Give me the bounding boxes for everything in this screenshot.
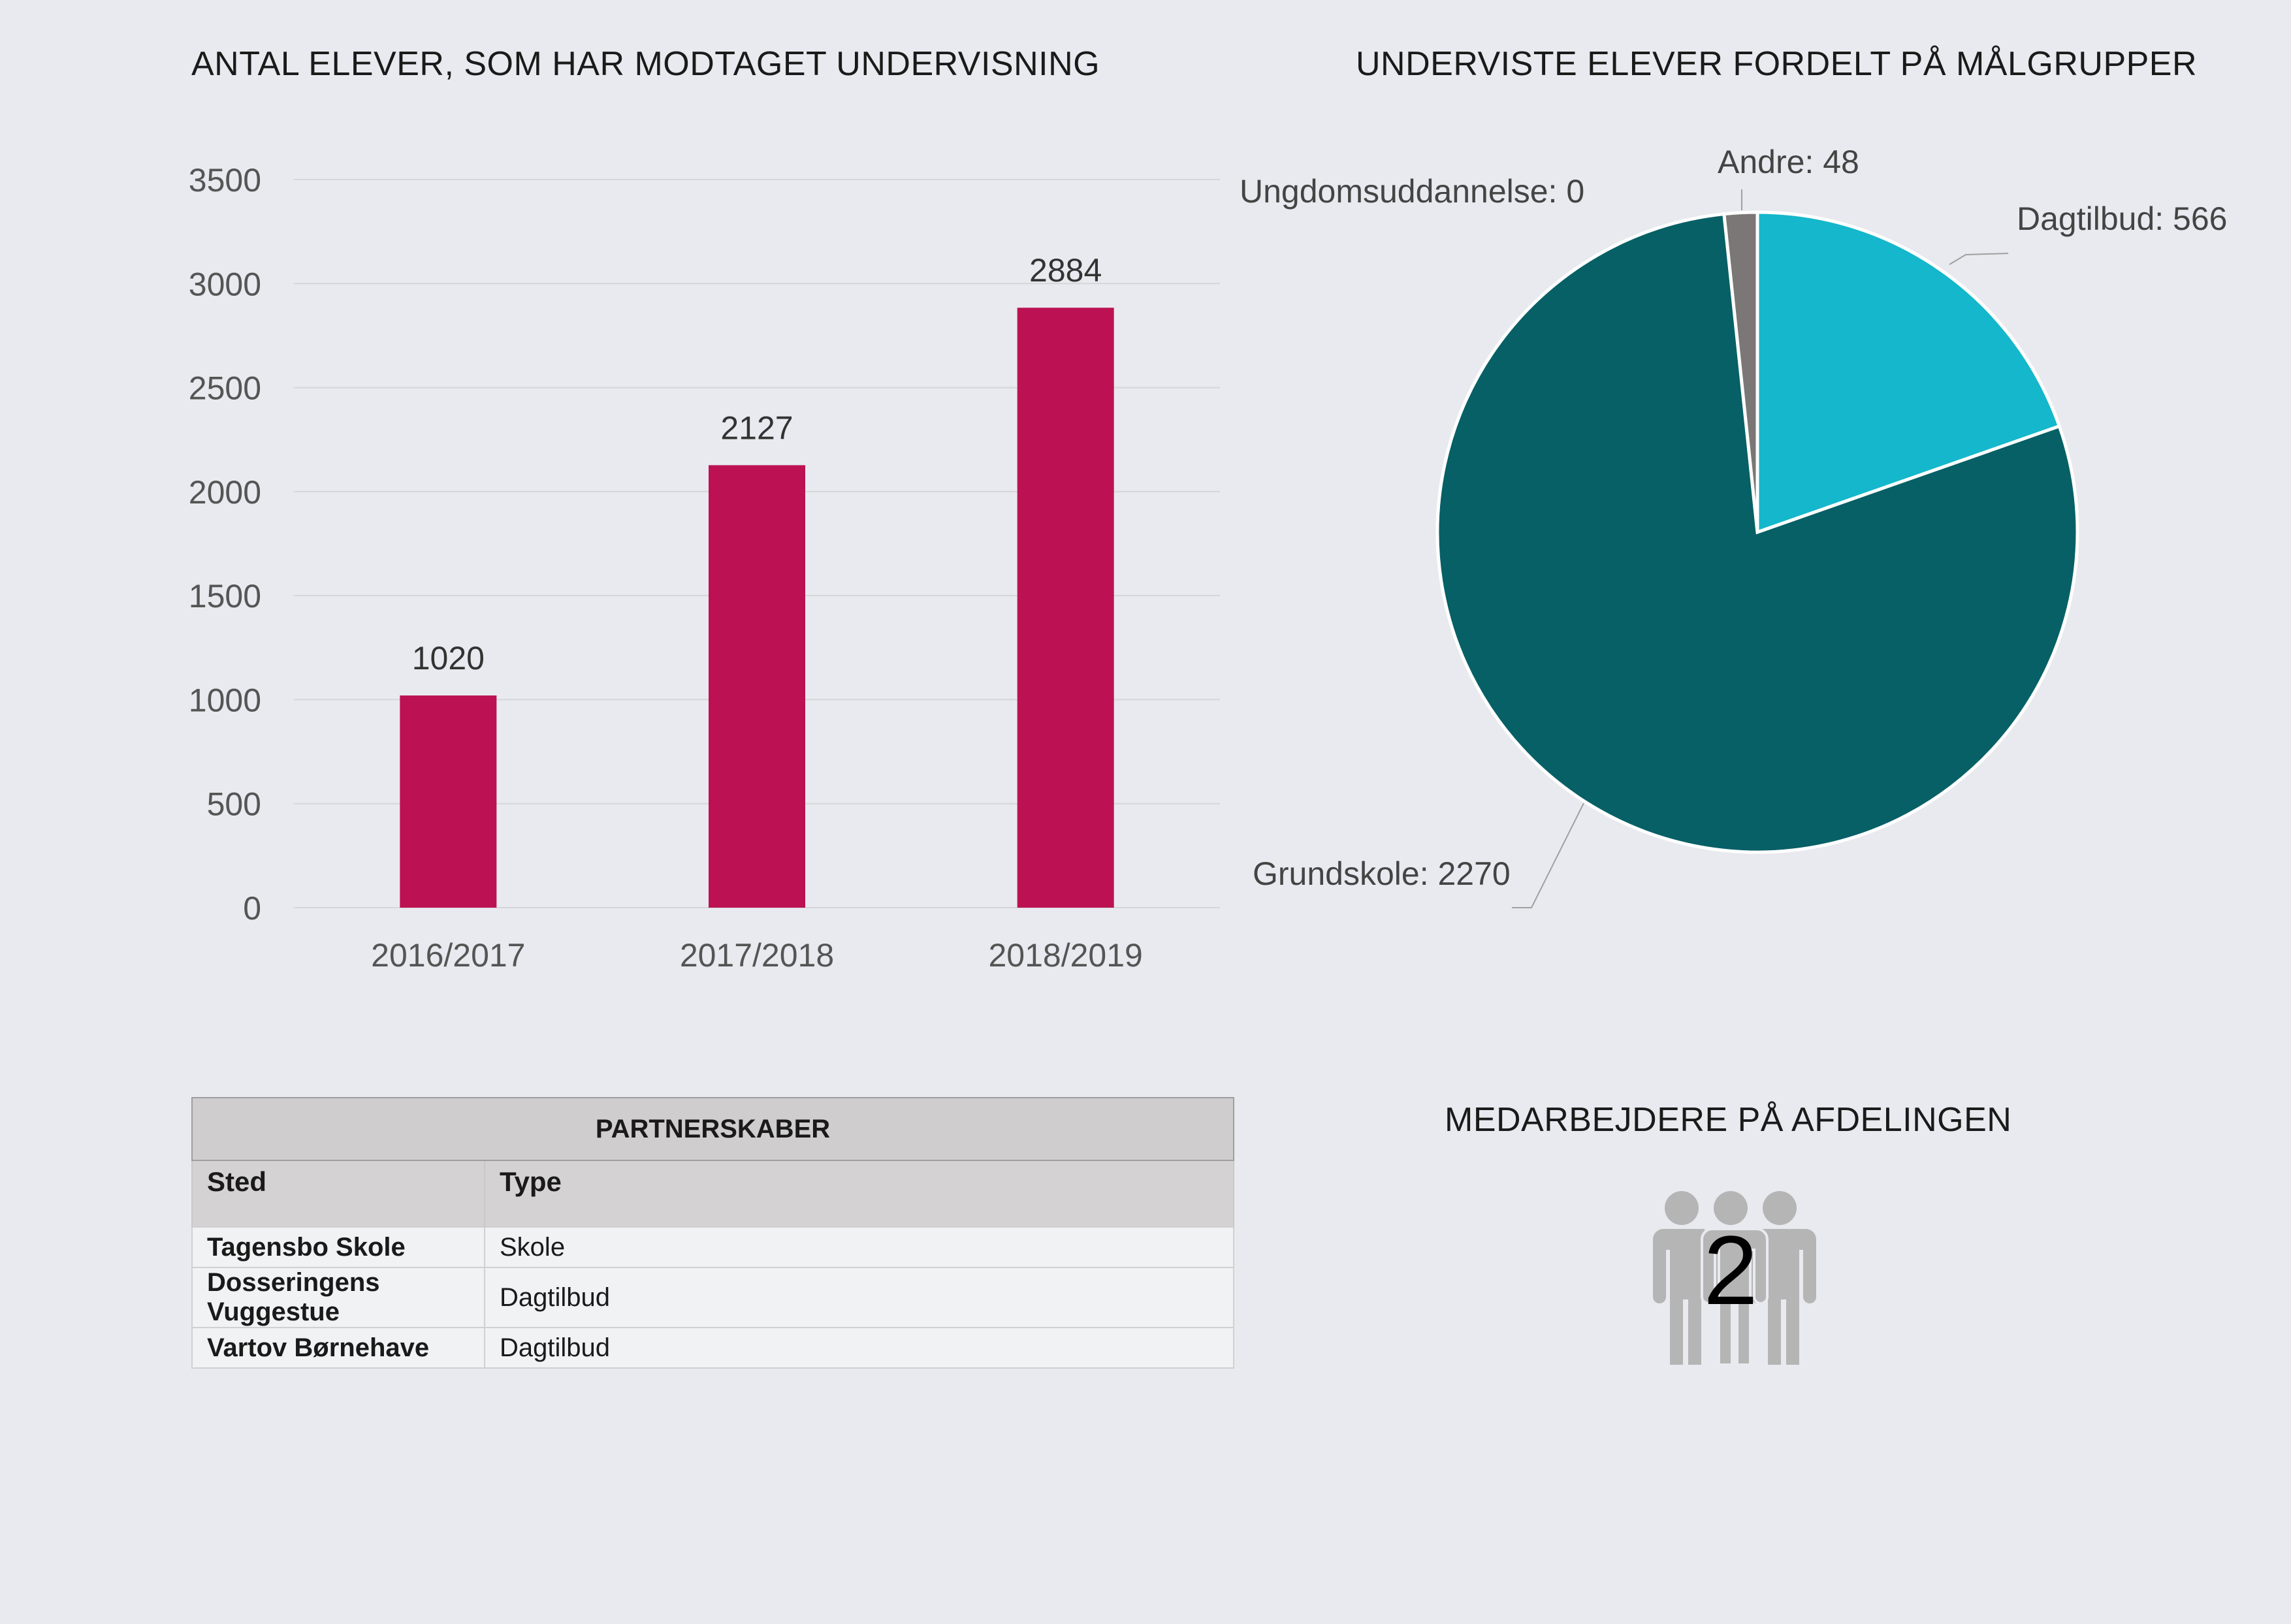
data-label: 2884 xyxy=(1029,252,1102,289)
y-tick-label: 2500 xyxy=(189,370,261,407)
data-label: 2127 xyxy=(720,409,793,446)
bar xyxy=(1017,308,1114,908)
pie-label: Dagtilbud: 566 xyxy=(2017,200,2227,237)
staff-title: MEDARBEJDERE PÅ AFDELINGEN xyxy=(1445,1101,2012,1139)
y-tick-label: 1000 xyxy=(189,682,261,718)
x-tick-label: 2018/2019 xyxy=(988,937,1142,974)
row-type: Skole xyxy=(484,1226,1234,1268)
data-label: 1020 xyxy=(412,640,485,677)
pie-label: Ungdomsuddannelse: 0 xyxy=(1240,173,1584,210)
column-header-type: Type xyxy=(484,1160,1234,1227)
pie-chart-title: UNDERVISTE ELEVER FORDELT PÅ MÅLGRUPPER xyxy=(1356,45,2198,83)
bar xyxy=(709,465,805,908)
bar xyxy=(400,695,497,908)
row-type: Dagtilbud xyxy=(484,1267,1234,1328)
pie-slice xyxy=(1722,210,1759,533)
x-tick-label: 2017/2018 xyxy=(680,937,834,974)
pie-label: Grundskole: 2270 xyxy=(1253,855,1511,892)
table-row: Tagensbo Skole Skole xyxy=(191,1226,1234,1268)
row-sted: Vartov Børnehave xyxy=(191,1327,485,1369)
y-tick-label: 3000 xyxy=(189,266,261,302)
y-tick-label: 1500 xyxy=(189,578,261,614)
y-tick-label: 500 xyxy=(207,786,261,823)
table-row: Dosseringens Vuggestue Dagtilbud xyxy=(191,1267,1234,1328)
y-tick-label: 0 xyxy=(243,890,261,927)
people-group-icon xyxy=(1653,1191,1816,1365)
row-sted: Dosseringens Vuggestue xyxy=(191,1267,485,1328)
bar-chart-title: ANTAL ELEVER, SOM HAR MODTAGET UNDERVISN… xyxy=(191,45,1100,83)
leader-line xyxy=(1512,803,1584,908)
partnerships-title: PARTNERSKABER xyxy=(191,1097,1234,1161)
partnerships-table: PARTNERSKABER Sted Type Tagensbo Skole S… xyxy=(191,1097,1234,1369)
y-tick-label: 3500 xyxy=(189,162,261,199)
leader-line xyxy=(1949,253,2009,265)
pie-chart: Dagtilbud: 566 Grundskole: 2270 Ungdomsudd… xyxy=(1240,144,2227,908)
row-type: Dagtilbud xyxy=(484,1327,1234,1369)
column-header-sted: Sted xyxy=(191,1160,485,1227)
y-tick-label: 2000 xyxy=(189,474,261,511)
pie-slice xyxy=(1435,212,2079,854)
bar-chart: 0 500 1000 1500 2000 2500 3000 3500 1020 2127 288… xyxy=(189,162,1220,974)
row-sted: Tagensbo Skole xyxy=(191,1226,485,1268)
pie-label: Andre: 48 xyxy=(1718,144,1859,180)
x-tick-label: 2016/2017 xyxy=(371,937,525,974)
table-row: Vartov Børnehave Dagtilbud xyxy=(191,1327,1234,1369)
staff-count: 2 xyxy=(1703,1215,1758,1325)
